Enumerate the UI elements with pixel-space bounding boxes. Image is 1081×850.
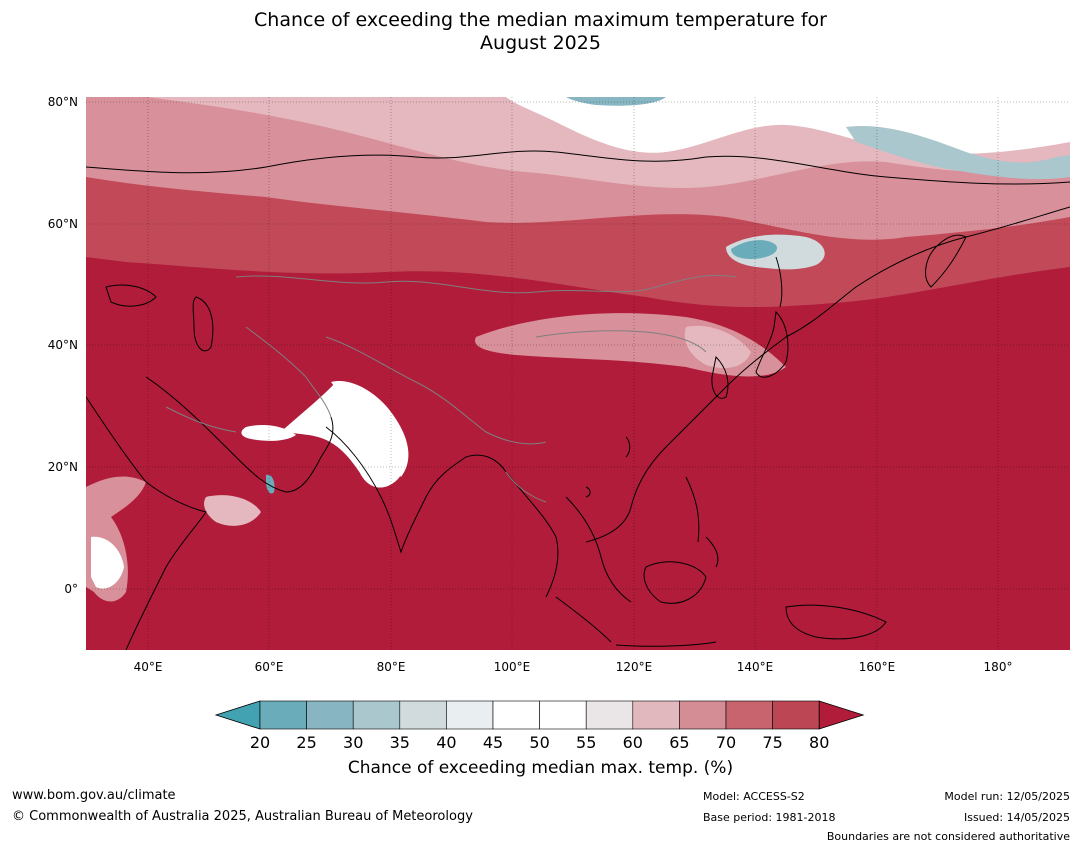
colorbar-tick-label: 30 <box>343 733 364 752</box>
colorbar-above-extend <box>818 700 865 730</box>
title-line-1: Chance of exceeding the median maximum t… <box>254 9 827 31</box>
colorbar-caption: Chance of exceeding median max. temp. (%… <box>347 758 734 778</box>
new-guinea <box>785 604 887 640</box>
probability-map <box>86 97 1070 650</box>
somali-light <box>204 495 261 526</box>
japan-light <box>684 325 751 369</box>
colorbar-segment <box>446 700 494 730</box>
title-line-2: August 2025 <box>480 32 601 54</box>
colorbar-tick-label: 70 <box>715 733 737 752</box>
colorbar-tick-label: 50 <box>529 733 550 752</box>
colorbar-tick-label: 65 <box>669 733 690 752</box>
caspian <box>192 296 214 352</box>
lon-label-60e: 60°E <box>254 660 284 674</box>
lon-label-80e: 80°E <box>376 660 406 674</box>
colorbar-tick-label: 35 <box>389 733 410 752</box>
colorbar-segment <box>632 700 680 730</box>
base-period-text: Base period: 1981-2018 <box>703 811 836 824</box>
somali-teal <box>266 474 275 494</box>
cool-arctic-patch-2 <box>566 97 666 106</box>
arabian-sea-light <box>241 424 296 441</box>
colorbar-segment <box>679 700 727 730</box>
colorbar-tick-label: 40 <box>436 733 457 752</box>
borneo <box>643 561 707 604</box>
colorbar-segment <box>585 700 634 730</box>
colorbar-segment <box>399 700 447 730</box>
java <box>615 641 717 647</box>
border-4 <box>535 330 707 353</box>
africa-white <box>91 536 124 589</box>
lon-label-100e: 100°E <box>493 660 531 674</box>
map-title: Chance of exceeding the median maximum t… <box>0 9 1081 55</box>
colorbar-tick-label: 75 <box>762 733 783 752</box>
boundaries-disclaimer: Boundaries are not considered authoritat… <box>826 830 1070 843</box>
sumatra <box>555 596 612 643</box>
lat-label-60n: 60°N <box>47 217 78 231</box>
colorbar-segment <box>539 700 587 730</box>
colorbar-segment <box>306 700 354 730</box>
website-link[interactable]: www.bom.gov.au/climate <box>12 788 176 803</box>
colorbar-tick-label: 60 <box>622 733 643 752</box>
colorbar-tick-label: 55 <box>576 733 597 752</box>
colorbar-segment <box>492 700 540 730</box>
lat-label-40n: 40°N <box>47 338 78 352</box>
black-sea <box>105 284 157 307</box>
lon-label-120e: 120°E <box>615 660 653 674</box>
lon-label-160e: 160°E <box>858 660 896 674</box>
lon-label-40e: 40°E <box>133 660 163 674</box>
colorbar <box>214 699 866 731</box>
border-1 <box>235 274 737 294</box>
lat-label-80n: 80°N <box>47 95 78 109</box>
india-neutral-2 <box>284 381 407 488</box>
sakhalin <box>775 256 783 308</box>
border-6 <box>505 471 547 503</box>
taiwan-hainan <box>585 436 631 498</box>
copyright-text: © Commonwealth of Australia 2025, Austra… <box>12 809 473 824</box>
colorbar-tick-label: 80 <box>809 733 830 752</box>
arabia-coast <box>145 376 334 493</box>
lat-label-20n: 20°N <box>47 460 78 474</box>
model-run-text: Model run: 12/05/2025 <box>944 790 1070 803</box>
korea-coast <box>711 355 729 399</box>
philippines <box>685 476 719 568</box>
lon-label-140e: 140°E <box>736 660 774 674</box>
colorbar-tick-label: 45 <box>482 733 504 752</box>
africa-coast <box>86 396 207 650</box>
arctic-coast <box>86 150 1070 185</box>
colorbar-tick-label: 25 <box>296 733 317 752</box>
colorbar-below-extend <box>214 700 261 730</box>
india-coast <box>325 426 507 554</box>
kamchatka <box>925 234 967 288</box>
cool-arctic-patch <box>846 126 1070 180</box>
colorbar-segment <box>772 700 820 730</box>
border-2 <box>325 336 547 445</box>
se-asia-coast <box>505 471 632 603</box>
lat-label-0: 0° <box>64 582 78 596</box>
colorbar-segment <box>725 700 773 730</box>
issued-text: Issued: 14/05/2025 <box>963 811 1070 824</box>
lon-label-180: 180° <box>983 660 1013 674</box>
colorbar-tick-label: 20 <box>249 733 271 752</box>
model-text: Model: ACCESS-S2 <box>703 790 805 803</box>
colorbar-segment <box>259 700 307 730</box>
border-5 <box>165 406 237 433</box>
border-3 <box>245 326 332 418</box>
japan <box>755 310 789 378</box>
okhotsk-teal <box>731 240 777 259</box>
colorbar-segment <box>352 700 401 730</box>
